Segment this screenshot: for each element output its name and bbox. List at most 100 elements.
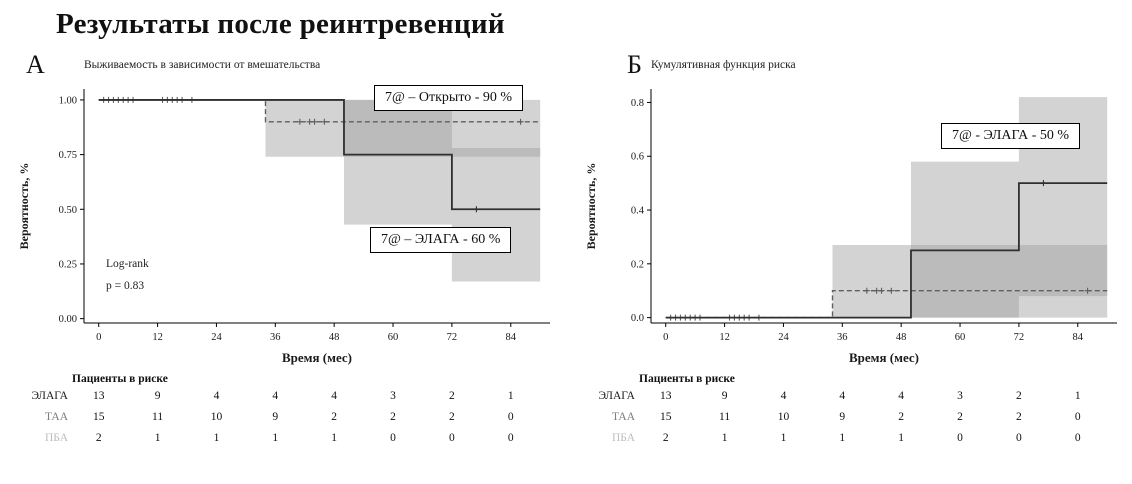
x-tick-label: 24: [778, 332, 789, 343]
x-tick-label: 84: [1073, 332, 1084, 343]
y-tick-label: 0.8: [631, 98, 644, 109]
risk-row-label: ТАА: [611, 411, 635, 423]
risk-count: 13: [92, 390, 105, 402]
risk-count: 2: [390, 411, 396, 423]
risk-table-row: ЭЛАГА 13 9 4 4 4 3 2 1: [14, 390, 566, 411]
panel-survival: А Выживаемость в зависимости от вмешател…: [14, 51, 565, 455]
logrank-label: Log-rank: [106, 258, 149, 270]
risk-count: 3: [390, 390, 396, 402]
logrank-annotation: Log-rank p = 0.83: [106, 253, 149, 297]
censor-mark: [878, 287, 885, 294]
y-tick-label: 0.25: [59, 259, 77, 270]
risk-count: 1: [154, 432, 161, 444]
panel-cumulative-risk: Б Кумулятивная функция риска 0.0 0.2 0.4 0.…: [581, 51, 1132, 455]
y-axis-label: Вероятность, %: [17, 163, 31, 250]
panel-letter-b: Б: [627, 50, 642, 79]
risk-count: 0: [1074, 411, 1081, 423]
risk-count: 4: [780, 390, 787, 402]
x-axis-label: Время (мес): [282, 350, 352, 365]
risk-count: 4: [839, 390, 846, 402]
risk-count: 4: [331, 390, 338, 402]
risk-count: 9: [154, 390, 161, 402]
annotation-elaga-60: 7@ – ЭЛАГА - 60 %: [370, 227, 512, 253]
risk-count: 13: [659, 390, 672, 402]
risk-count: 0: [507, 411, 514, 423]
survival-step-chart: 0.00 0.25 0.50 0.75 1.00 0 12 24 36 48 60 72 84 Время…: [17, 89, 550, 365]
logrank-pvalue: p = 0.83: [106, 280, 145, 292]
plot-area-cumulative: 0.0 0.2 0.4 0.6 0.8 0 12 24 36 48 60 72 84 Время (мес…: [581, 77, 1132, 369]
x-tick-label: 60: [388, 332, 399, 343]
risk-count: 2: [957, 411, 963, 423]
censor-mark: [517, 118, 524, 125]
risk-count: 2: [449, 411, 455, 423]
series-line-ЭЛАГА: [98, 99, 541, 211]
risk-table-cumulative: Пациенты в риске ЭЛАГА 13 9 4 4 4 3 2 1 ТАА 15 11 10 9…: [581, 373, 1132, 453]
risk-count: 0: [957, 432, 963, 444]
panels-row: А Выживаемость в зависимости от вмешател…: [0, 51, 1132, 455]
risk-count: 3: [957, 390, 963, 402]
risk-count: 1: [331, 432, 338, 444]
risk-count: 2: [898, 411, 905, 423]
risk-count: 0: [507, 432, 514, 444]
x-tick-label: 36: [837, 332, 848, 343]
risk-table-row: ПБА 2 1 1 1 1 0 0 0: [581, 432, 1132, 453]
confidence-band: [832, 245, 1108, 318]
risk-count: 2: [95, 432, 102, 444]
censor-mark: [473, 206, 480, 213]
risk-count: 0: [1016, 432, 1022, 444]
censor-mark: [1084, 287, 1091, 294]
risk-count: 1: [1074, 390, 1081, 402]
y-tick-label: 0.75: [59, 150, 77, 161]
y-tick-label: 0.2: [631, 259, 644, 270]
risk-count: 10: [210, 411, 223, 423]
censor-mark: [863, 287, 870, 294]
risk-row-label: ПБА: [44, 432, 68, 444]
risk-count: 2: [449, 390, 455, 402]
censor-mark: [311, 118, 318, 125]
page-title: Результаты после реинтревенций: [56, 8, 505, 40]
risk-count: 0: [1074, 432, 1081, 444]
x-tick-label: 0: [663, 332, 668, 343]
x-tick-label: 24: [211, 332, 222, 343]
risk-count: 0: [390, 432, 396, 444]
risk-table-row: ТАА 15 11 10 9 2 2 2 0: [14, 411, 566, 432]
risk-row-label: ПБА: [611, 432, 635, 444]
risk-row-label: ЭЛАГА: [598, 390, 635, 402]
risk-count: 1: [898, 432, 905, 444]
risk-count: 4: [213, 390, 220, 402]
x-tick-label: 12: [152, 332, 163, 343]
risk-count: 1: [507, 390, 514, 402]
y-tick-label: 0.4: [631, 206, 645, 217]
risk-count: 9: [721, 390, 728, 402]
risk-count: 1: [721, 432, 728, 444]
x-tick-label: 36: [270, 332, 281, 343]
censor-mark: [888, 287, 895, 294]
y-tick-label: 1.00: [59, 95, 77, 106]
annotation-open-90: 7@ – Открыто - 90 %: [374, 85, 524, 111]
risk-count: 1: [839, 432, 846, 444]
risk-table-row: ПБА 2 1 1 1 1 0 0 0: [14, 432, 566, 453]
confidence-band: [265, 99, 541, 157]
censor-mark: [296, 118, 303, 125]
cumulative-risk-step-chart: 0.0 0.2 0.4 0.6 0.8 0 12 24 36 48 60 72 84 Время (мес…: [584, 89, 1117, 365]
risk-count: 1: [213, 432, 220, 444]
y-tick-label: 0.50: [59, 205, 77, 216]
risk-count: 1: [780, 432, 787, 444]
risk-count: 10: [777, 411, 790, 423]
risk-count: 2: [662, 432, 669, 444]
series-line-ЭЛАГА: [665, 182, 1108, 319]
chart-title-survival: Выживаемость в зависимости от вмешательс…: [84, 59, 321, 71]
plot-area-survival: 0.00 0.25 0.50 0.75 1.00 0 12 24 36 48 60 72 84 Время…: [14, 77, 566, 369]
risk-table-row: ЭЛАГА 13 9 4 4 4 3 2 1: [581, 390, 1132, 411]
chart-title-cumulative: Кумулятивная функция риска: [651, 59, 796, 71]
risk-table-title: Пациенты в риске: [639, 373, 735, 385]
x-tick-label: 48: [329, 332, 340, 343]
risk-count: 9: [272, 411, 279, 423]
risk-count: 4: [898, 390, 905, 402]
risk-table-row: ТАА 15 11 10 9 2 2 2 0: [581, 411, 1132, 432]
y-axis-label: Вероятность, %: [584, 163, 598, 250]
risk-count: 9: [839, 411, 846, 423]
risk-count: 2: [1016, 411, 1022, 423]
risk-count: 2: [1016, 390, 1022, 402]
risk-count: 15: [92, 411, 105, 423]
